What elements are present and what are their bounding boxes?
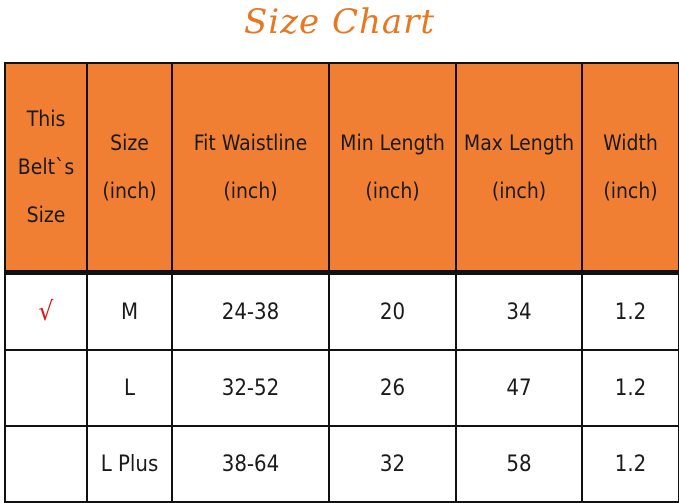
cell-min-length: 26 xyxy=(328,349,457,427)
cell-width: 1.2 xyxy=(581,271,679,351)
size-chart-table: This Belt`s Size Size (inch) Fit Waistline (in… xyxy=(4,62,679,503)
header-line: Size xyxy=(110,131,149,155)
column-header-width: Width (inch) xyxy=(581,62,679,274)
header-line: This xyxy=(26,107,66,131)
cell-min-length: 32 xyxy=(328,425,457,503)
header-line: (inch) xyxy=(603,179,658,203)
column-header-this-belts-size: This Belt`s Size xyxy=(4,62,88,274)
cell-width: 1.2 xyxy=(581,349,679,427)
header-line: (inch) xyxy=(223,179,278,203)
cell-fit-waistline: 38-64 xyxy=(171,425,330,503)
cell-size: L xyxy=(86,349,173,427)
page-title: Size Chart xyxy=(243,2,436,42)
empty-cell xyxy=(4,425,88,503)
header-line: (inch) xyxy=(365,179,420,203)
table-row: L Plus 38-64 32 58 1.2 xyxy=(4,425,679,503)
cell-width: 1.2 xyxy=(581,425,679,503)
table-row: √ M 24-38 20 34 1.2 xyxy=(4,271,679,351)
header-line: (inch) xyxy=(491,179,547,203)
table-row: L 32-52 26 47 1.2 xyxy=(4,349,679,427)
cell-fit-waistline: 24-38 xyxy=(171,271,330,351)
header-line: Size xyxy=(26,203,66,227)
cell-max-length: 58 xyxy=(455,425,583,503)
header-line: Max Length xyxy=(463,131,575,155)
empty-cell xyxy=(4,349,88,427)
cell-size: M xyxy=(86,271,173,351)
header-line: Min Length xyxy=(340,131,445,155)
header-line: Fit Waistline xyxy=(193,131,308,155)
cell-fit-waistline: 32-52 xyxy=(171,349,330,427)
column-header-fit-waistline: Fit Waistline (inch) xyxy=(171,62,330,274)
header-row: This Belt`s Size Size (inch) Fit Waistline (in… xyxy=(4,62,679,274)
cell-max-length: 47 xyxy=(455,349,583,427)
cell-size: L Plus xyxy=(86,425,173,503)
cell-max-length: 34 xyxy=(455,271,583,351)
header-line: (inch) xyxy=(102,179,157,203)
column-header-size: Size (inch) xyxy=(86,62,173,274)
column-header-min-length: Min Length (inch) xyxy=(328,62,457,274)
column-header-max-length: Max Length (inch) xyxy=(455,62,583,274)
check-mark-icon: √ xyxy=(4,271,88,351)
cell-min-length: 20 xyxy=(328,271,457,351)
header-line: Belt`s xyxy=(17,155,75,179)
header-line: Width xyxy=(603,131,658,155)
